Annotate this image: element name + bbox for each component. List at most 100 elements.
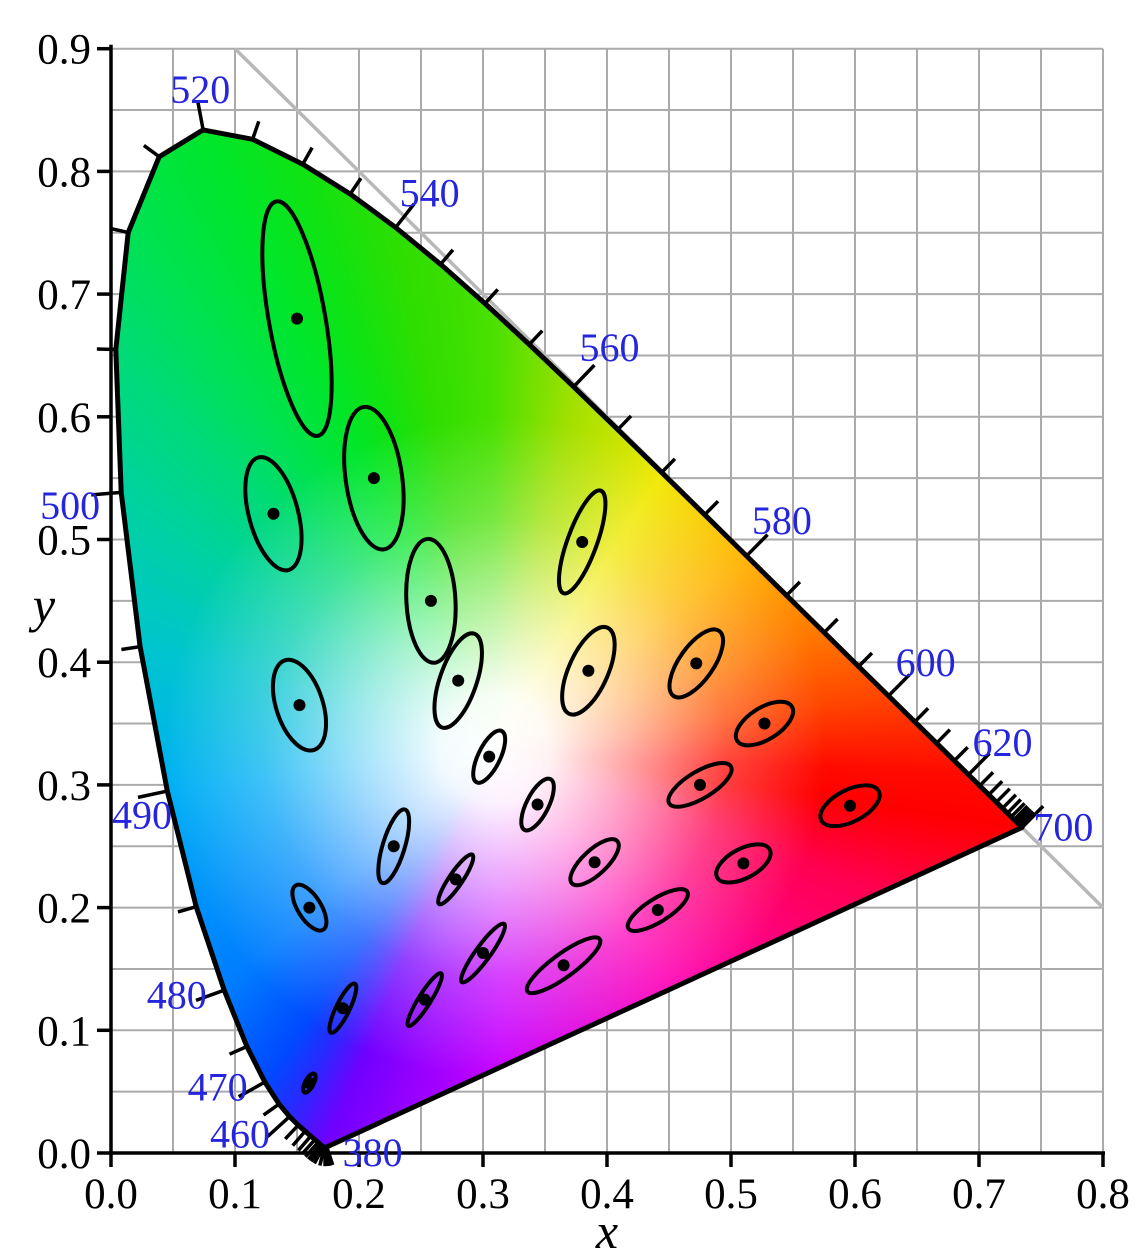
x-tick-label: 0.1 — [208, 1171, 262, 1218]
wavelength-tick — [301, 146, 314, 166]
wavelength-tick — [262, 1102, 281, 1117]
ellipse-center-dot — [293, 699, 306, 712]
ellipse-center-dot — [557, 959, 570, 972]
macadam-ellipse — [260, 199, 334, 438]
axis-tick-labels: 0.0 0.1 0.2 0.3 0.4 0.5 0.6 0.7 0.8 0.0 0.1 0.2 0.3 0… — [37, 27, 1130, 1218]
wavelength-label: 560 — [579, 325, 639, 370]
y-tick-label: 0.2 — [37, 886, 91, 933]
wavelength-label: 600 — [896, 640, 956, 685]
wavelength-tick — [439, 248, 455, 266]
wavelength-tick — [978, 770, 995, 787]
macadam-ellipse — [818, 783, 882, 829]
macadam-ellipse — [568, 837, 621, 888]
ellipse-center-dot — [737, 857, 750, 870]
wavelength-tick — [307, 1143, 322, 1161]
wavelength-tick — [177, 905, 197, 914]
wavelength-tick — [1006, 798, 1023, 815]
wavelength-tick — [572, 363, 596, 388]
macadam-ellipse — [667, 627, 726, 700]
macadam-ellipse — [714, 842, 773, 885]
wavelength-tick — [195, 988, 225, 1003]
wavelength-label: 620 — [973, 720, 1033, 765]
macadam-ellipse — [733, 699, 796, 748]
x-tick-label: 0.7 — [952, 1171, 1006, 1218]
wavelength-tick — [91, 490, 122, 497]
y-tick-label: 0.4 — [37, 640, 91, 687]
wavelength-label: 460 — [210, 1111, 270, 1156]
wavelength-tick — [913, 707, 930, 724]
wavelength-tick — [309, 1144, 324, 1163]
ellipse-center-dot — [758, 717, 771, 730]
x-tick-label: 0.4 — [580, 1171, 634, 1218]
wavelength-tick — [121, 644, 141, 652]
ellipse-center-dot — [694, 778, 706, 791]
x-tick-label: 0.8 — [1076, 1171, 1130, 1218]
y-tick-label: 0.9 — [37, 27, 91, 74]
wavelength-tick — [109, 226, 129, 235]
wavelength-tick — [394, 202, 416, 229]
wavelength-tick — [785, 580, 802, 597]
ellipse-center-dot — [452, 674, 465, 687]
wavelength-tick — [318, 1146, 327, 1166]
wavelength-tick — [1012, 804, 1029, 821]
macadam-ellipse — [342, 404, 406, 552]
y-tick-label: 0.7 — [37, 272, 91, 319]
macadam-ellipse — [560, 625, 617, 717]
x-tick-label: 0.2 — [332, 1171, 386, 1218]
x-tick-label: 0.5 — [704, 1171, 758, 1218]
ellipse-center-dot — [576, 535, 589, 548]
ellipse-center-dot — [531, 798, 544, 811]
wavelength-label: 500 — [40, 483, 100, 528]
x-axis-title: x — [595, 1203, 618, 1259]
macadam-ellipse — [436, 852, 476, 907]
wavelength-label: 470 — [188, 1065, 248, 1110]
macadam-ellipse — [625, 887, 690, 933]
wavelength-label: 490 — [112, 792, 172, 837]
ellipse-center-dot — [449, 873, 462, 886]
y-axis-title: y — [28, 577, 56, 633]
wavelength-tick — [483, 288, 500, 305]
wavelength-label: 540 — [400, 170, 460, 215]
ellipse-center-dot — [651, 904, 664, 917]
wavelength-tick — [857, 651, 874, 668]
ellipse-center-dot — [844, 799, 857, 812]
wavelength-tick — [304, 1141, 320, 1158]
wavelength-tick — [1020, 804, 1045, 829]
y-tick-label: 0.1 — [37, 1008, 91, 1055]
wavelength-tick — [745, 533, 769, 558]
wavelength-label: 580 — [752, 498, 812, 543]
macadam-ellipse — [270, 657, 329, 753]
macadam-ellipses — [243, 199, 882, 1095]
macadam-ellipse — [432, 631, 484, 730]
macadam-ellipse — [556, 488, 608, 596]
ellipse-center-dot — [303, 1077, 316, 1090]
wavelength-tick — [137, 789, 168, 800]
wavelength-tick — [283, 1123, 300, 1141]
ellipse-center-dot — [267, 507, 280, 520]
wavelength-tick — [195, 100, 205, 131]
wavelength-tick — [312, 1145, 326, 1165]
x-tick-label: 0.0 — [84, 1171, 138, 1218]
wavelength-tick — [703, 499, 720, 516]
wavelength-tick — [237, 1080, 266, 1099]
y-tick-label: 0.6 — [37, 395, 91, 442]
wavelength-ticks — [91, 100, 1045, 1167]
macadam-ellipse — [405, 971, 444, 1029]
ellipse-center-dot — [483, 750, 496, 763]
wavelength-tick — [527, 329, 544, 346]
wavelength-tick — [616, 414, 633, 431]
macadam-ellipse — [524, 935, 603, 996]
ellipse-center-dot — [387, 840, 400, 853]
wavelength-tick — [297, 1134, 313, 1152]
spectral-locus-outline — [113, 127, 1025, 1150]
wavelength-tick — [291, 1130, 307, 1147]
wavelength-tick — [348, 177, 363, 195]
ellipse-center-dot — [588, 856, 601, 869]
macadam-ellipse — [243, 455, 304, 573]
y-tick-label: 0.0 — [37, 1131, 91, 1178]
ellipse-center-dot — [582, 664, 595, 677]
ellipse-center-dot — [291, 312, 303, 325]
spectral-locus — [113, 127, 1025, 1150]
wavelength-label: 480 — [147, 973, 207, 1018]
